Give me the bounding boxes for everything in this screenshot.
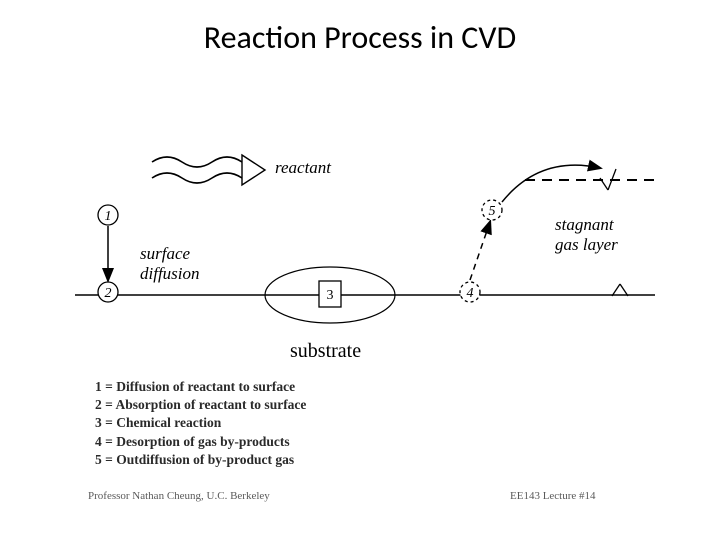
legend: 1 = Diffusion of reactant to surface2 = … — [95, 378, 306, 469]
surface-diffusion-label: surface diffusion — [140, 244, 200, 284]
diffusion-label: diffusion — [140, 264, 200, 283]
page: Reaction Process in CVD 12345 reactant s… — [0, 0, 720, 540]
reactant-wave — [152, 157, 242, 167]
footer-right-text: EE143 Lecture #14 — [510, 490, 596, 502]
node-label-4: 4 — [467, 286, 474, 301]
substrate-text: substrate — [290, 340, 361, 362]
legend-item: 1 = Diffusion of reactant to surface — [95, 378, 306, 396]
footer-left: Professor Nathan Cheung, U.C. Berkeley — [88, 490, 270, 502]
reactant-wave — [152, 173, 242, 183]
legend-item: 3 = Chemical reaction — [95, 414, 306, 432]
arrow-curve — [502, 165, 600, 202]
reactant-label: reactant — [275, 158, 331, 178]
node-label-2: 2 — [105, 286, 112, 301]
node-label-1: 1 — [105, 209, 112, 224]
node-label-5: 5 — [489, 204, 496, 219]
surface-label: surface — [140, 244, 190, 263]
reactant-text: reactant — [275, 158, 331, 177]
footer-right: EE143 Lecture #14 — [510, 490, 596, 502]
arrow — [470, 222, 490, 280]
stagnant-layer-label: stagnant gas layer — [555, 215, 618, 255]
legend-item: 2 = Absorption of reactant to surface — [95, 396, 306, 414]
stagnant-text-2: gas layer — [555, 235, 618, 254]
reactant-arrowhead — [242, 155, 265, 185]
substrate-label: substrate — [290, 340, 361, 363]
node-label-3: 3 — [327, 288, 334, 303]
footer-left-text: Professor Nathan Cheung, U.C. Berkeley — [88, 490, 270, 502]
legend-item: 5 = Outdiffusion of by-product gas — [95, 451, 306, 469]
stagnant-text-1: stagnant — [555, 215, 614, 234]
legend-item: 4 = Desorption of gas by-products — [95, 433, 306, 451]
